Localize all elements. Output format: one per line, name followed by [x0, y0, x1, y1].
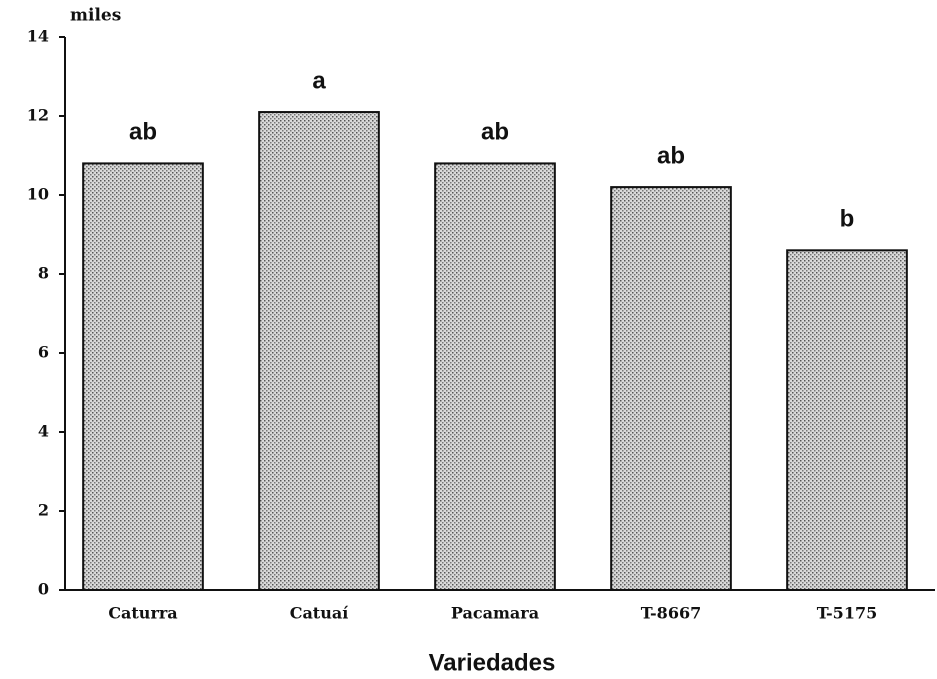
x-tick-label: Catuaí	[290, 604, 349, 623]
annotation: ab	[657, 142, 685, 169]
bar	[258, 111, 380, 592]
y-tick-label: 4	[38, 422, 49, 441]
x-tick-label: Pacamara	[451, 604, 539, 623]
bar	[82, 162, 204, 591]
bar	[610, 186, 732, 591]
y-tick-label: 6	[38, 343, 49, 362]
x-tick-label: T-5175	[817, 604, 877, 623]
bar	[786, 249, 908, 592]
y-tick-label: 14	[27, 27, 49, 46]
y-tick-label: 10	[27, 185, 49, 204]
y-tick-label: 0	[38, 580, 49, 599]
bar	[434, 162, 556, 591]
annotation: ab	[481, 119, 509, 146]
y-tick-label: 12	[27, 106, 49, 125]
x-tick-label: T-8667	[641, 604, 701, 623]
annotation: a	[312, 67, 326, 94]
annotation: b	[840, 206, 855, 233]
y-axis-label: miles	[70, 6, 121, 26]
y-tick-label: 8	[38, 264, 49, 283]
annotation: ab	[129, 119, 157, 146]
x-axis-label: Variedades	[429, 649, 556, 676]
y-tick-label: 2	[38, 501, 49, 520]
x-tick-label: Caturra	[108, 604, 177, 623]
